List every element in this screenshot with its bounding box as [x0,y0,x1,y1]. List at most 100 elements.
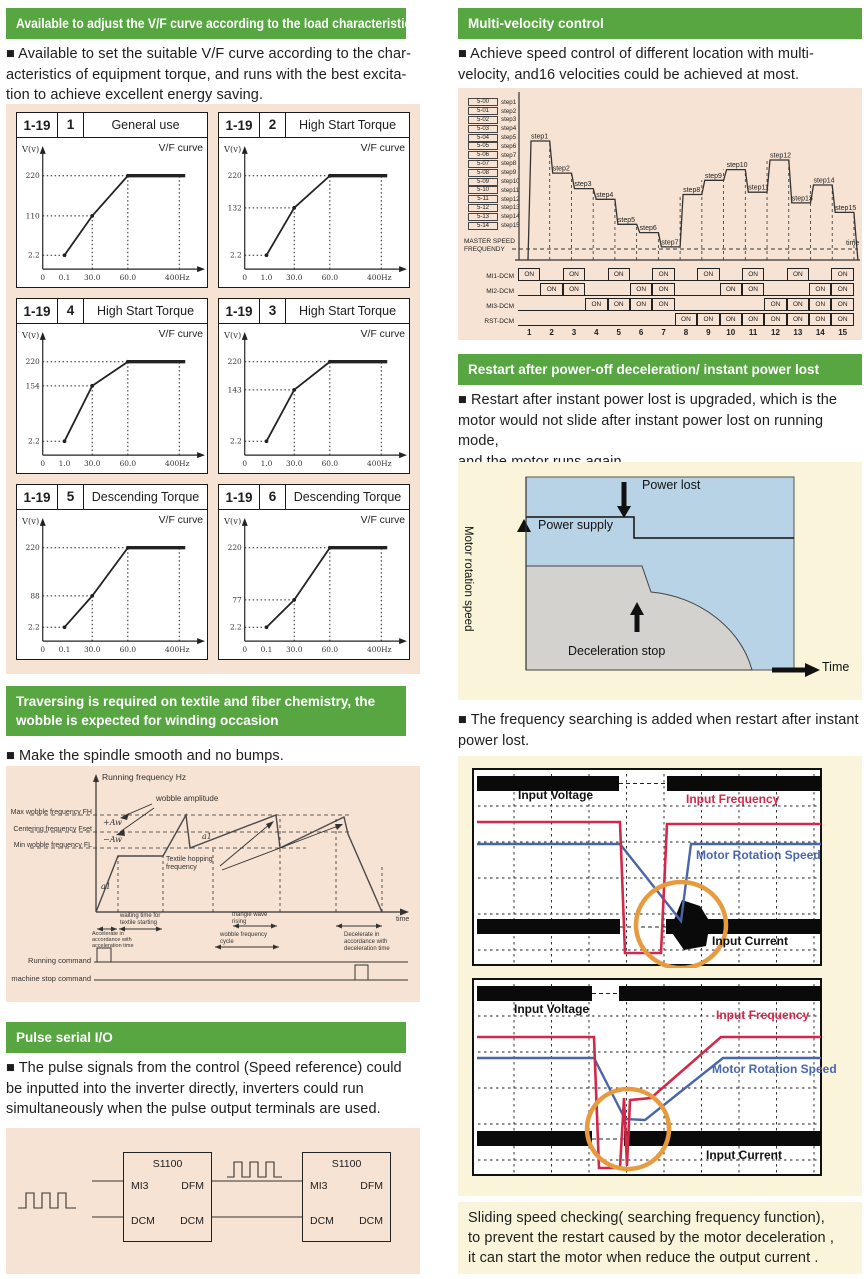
legend-param-code: 5-05 [468,142,498,151]
master-speed-label: MASTER SPEED FREQUENDY [464,238,515,253]
svg-text:0.1: 0.1 [261,645,273,654]
signal-on-cell: ON [741,313,765,326]
signal-on-cell: ON [764,298,787,311]
legend-step-label: step10 [501,178,520,186]
legend-param-code: 5-03 [468,124,498,133]
svg-text:30.0: 30.0 [84,645,101,654]
oscilloscope-2-trace [477,984,821,1174]
svg-text:220: 220 [26,357,40,366]
time-arrow [805,663,820,677]
signal-on-cell: ON [831,313,854,326]
legend-row: 5-08 step9 [468,168,520,177]
wobble-span-arrows [97,923,382,950]
signal-on-cell: ON [652,268,675,281]
pulse-waveform-chain [227,1161,282,1178]
vf-param-code: 1-19 [23,117,51,133]
legend-row: 5-09 step10 [468,177,520,186]
svg-text:step10: step10 [727,162,748,169]
vf-chart-box-1: 1-19 1 General use V(v) 220 110 2.2 0 0.1 30.0… [16,112,208,288]
power-lost-label: Power lost [642,478,701,492]
power-supply-arrow [517,519,531,532]
vf-param-value: 4 [57,299,84,323]
vf-param-value: 5 [57,485,84,509]
signal-off-cell [518,283,541,296]
signal-off-cell [540,313,563,326]
scope-panel: Input Voltage Input Frequency Motor Rota… [458,756,862,1196]
vf-curve-chart-2: V(v) 220 132 2.2 0 1.0 30.0 60.0 400Hz V/F curve [223,143,408,282]
vf-use-label: General use [111,118,180,132]
wobble-a1-label: a1 [101,882,111,891]
signal-on-cell: ON [764,313,787,326]
vf-param-value: 6 [259,485,286,509]
svg-text:220: 220 [228,171,242,180]
svg-text:1.0: 1.0 [59,459,71,468]
legend-step-label: step4 [501,125,517,133]
svg-text:V(v): V(v) [21,144,39,154]
signal-on-cell: ON [629,283,653,296]
step-number-tick: 10 [726,328,736,337]
wobble-fl-label: Min wobble frequency FL [13,842,92,849]
svg-text:400Hz: 400Hz [367,273,392,282]
svg-text:step4: step4 [596,192,613,199]
vf-param-value: 3 [259,299,286,323]
signal-on-cell: ON [697,268,720,281]
wobble-yaxis-label: Running frequency Hz [102,772,187,782]
signal-off-cell [719,298,742,311]
terminal-dcm-left: DCM [131,1215,155,1227]
time-axis-label: Time [822,660,850,674]
section-header-wobble: Traversing is required on textile and fi… [6,686,406,736]
svg-text:step15: step15 [835,205,856,212]
step-number-tick: 12 [771,328,780,337]
sliding-speed-note: Sliding speed checking( searching freque… [458,1202,862,1274]
vf-chart-box-5: 1-19 5 Descending Torque V(v) 220 88 2.2 0 0.… [16,484,208,660]
signal-on-cell: ON [786,268,810,281]
svg-text:220: 220 [26,171,40,180]
legend-param-code: 5-13 [468,212,498,221]
svg-text:step2: step2 [553,166,570,173]
svg-text:400Hz: 400Hz [367,459,392,468]
svg-text:77: 77 [232,595,242,604]
svg-text:step14: step14 [813,178,834,185]
signal-on-cell: ON [562,283,586,296]
legend-param-code: 5-07 [468,159,498,168]
svg-text:2.2: 2.2 [230,623,242,632]
svg-text:V/F curve: V/F curve [361,329,406,340]
inverter-model-label: S1100 [152,1158,183,1170]
svg-text:400Hz: 400Hz [367,645,392,654]
legend-step-label: step15 [501,222,520,230]
svg-text:step5: step5 [618,217,635,224]
multi-step-legend: 5-00 step1 5-01 step2 5-02 step3 5-03 step4 5-04… [468,98,520,230]
section-header-pulse: Pulse serial I/O [6,1022,406,1053]
svg-text:1.0: 1.0 [261,273,273,282]
step-number-tick: 15 [838,328,848,337]
legend-row: 5-02 step3 [468,115,520,125]
svg-text:0: 0 [242,645,247,654]
vf-param-code: 1-19 [225,303,253,319]
terminal-mi3: MI3 [131,1180,149,1192]
legend-step-label: step5 [501,134,517,142]
terminal-dfm: DFM [360,1180,383,1192]
running-command-pulse [96,947,112,962]
svg-text:60.0: 60.0 [322,459,339,468]
vf-chart-box-2: 1-19 2 High Start Torque V(v) 220 132 2.2 0 1… [218,112,410,288]
wobble-diagram-panel: Running frequency Hz Max wobble frequenc… [6,766,420,1002]
signal-terminal-label: MI2-DCM [486,288,514,295]
signal-on-cell: ON [607,298,630,311]
legend-step-label: step8 [501,160,517,168]
svg-text:0: 0 [242,273,247,282]
vf-use-label: High Start Torque [298,304,397,318]
section-header-multi: Multi-velocity control [458,8,862,39]
legend-param-code: 5-14 [468,221,498,230]
pulse-wiring [18,1161,302,1218]
signal-on-cell: ON [697,313,720,326]
legend-row: 5-01 step2 [468,107,520,116]
svg-text:154: 154 [26,381,40,390]
frequency-search-text: ■ The frequency searching is added when … [458,712,859,749]
deceleration-stop-label: Deceleration stop [568,644,666,658]
terminal-dcm-left: DCM [310,1215,334,1227]
multi-signal-table: MI1-DCM ON ON ON ON ON ON ON ON MI2-DCM ON ON ON ON ON… [458,268,862,328]
wobble-guide-lines [117,815,383,912]
step-number-tick: 14 [815,328,825,337]
wobble-a1-label-2: a1 [202,832,212,841]
svg-text:V/F curve: V/F curve [159,143,204,154]
